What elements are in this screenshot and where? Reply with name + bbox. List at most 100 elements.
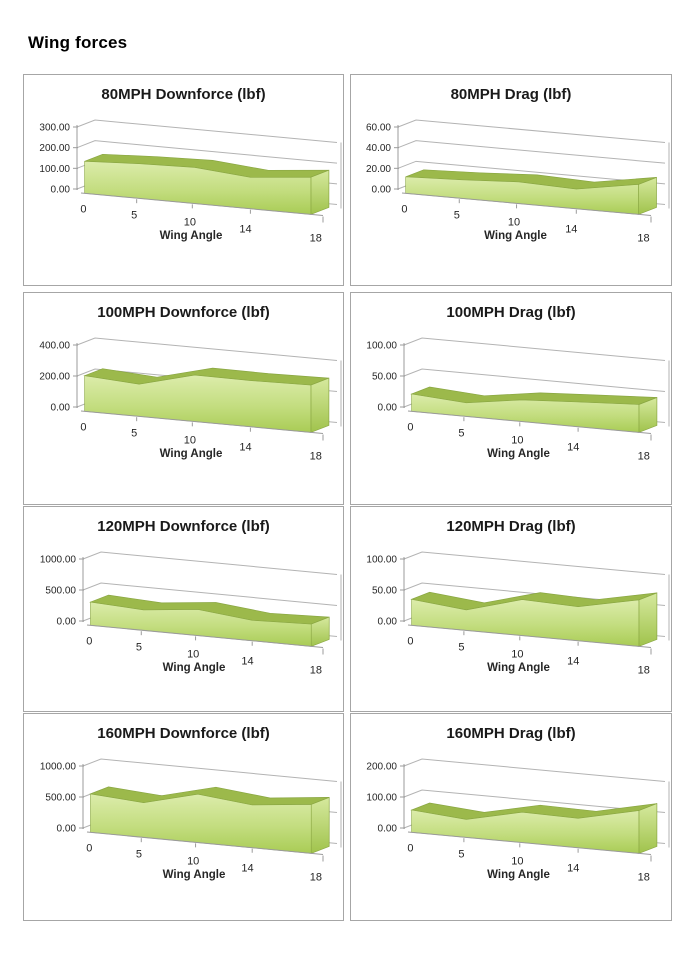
x-tick-label: 5 — [458, 849, 464, 861]
x-axis-title: Wing Angle — [487, 869, 550, 881]
x-axis-title: Wing Angle — [163, 662, 226, 674]
chart-title: 120MPH Downforce (lbf) — [97, 518, 270, 535]
x-tick-label: 18 — [638, 665, 650, 677]
area-right-cap — [310, 796, 330, 854]
x-tick-label: 0 — [80, 421, 86, 433]
y-tick-label: 200.00 — [39, 372, 70, 383]
gridline — [82, 582, 338, 606]
x-tick-label: 10 — [187, 649, 199, 661]
plot-svg: 0.00 100.00 200.00 300.00 0 5 10 14 18 Wing Angle — [39, 119, 342, 245]
x-tick-label: 0 — [86, 842, 92, 854]
gridline — [397, 119, 666, 143]
x-tick-label: 5 — [136, 849, 142, 861]
chart-cell-100mph-downforce[interactable]: 100MPH Downforce (lbf) 0.00 200.00 400.00 0 5… — [23, 292, 344, 505]
y-tick-label: 0.00 — [51, 403, 71, 414]
gridline — [403, 758, 666, 782]
x-tick-label: 0 — [86, 635, 92, 647]
x-tick-label: 10 — [187, 856, 199, 868]
y-tick-label: 60.00 — [366, 123, 391, 134]
chart-title: 120MPH Drag (lbf) — [446, 518, 576, 535]
x-tick-label: 10 — [184, 435, 196, 447]
x-tick-label: 5 — [458, 428, 464, 440]
chart-title: 100MPH Downforce (lbf) — [97, 304, 270, 321]
y-tick-label: 0.00 — [378, 617, 398, 628]
y-tick-label: 0.00 — [57, 824, 77, 835]
chart-cell-80mph-downforce[interactable]: 80MPH Downforce (lbf) 0.00 100.00 200.00 300… — [23, 74, 344, 286]
x-tick-label: 14 — [241, 863, 253, 875]
x-tick-label: 5 — [131, 210, 137, 222]
y-tick-label: 0.00 — [57, 617, 77, 628]
y-tick-label: 1000.00 — [40, 555, 77, 566]
x-tick-label: 0 — [407, 635, 413, 647]
x-tick-label: 18 — [637, 233, 649, 245]
chart-cell-120mph-drag[interactable]: 120MPH Drag (lbf) 0.00 50.00 100.00 0 5 10 14 18… — [350, 506, 672, 712]
y-tick-label: 200.00 — [366, 762, 397, 773]
x-tick-label: 18 — [638, 451, 650, 463]
x-tick-label: 10 — [511, 649, 523, 661]
gridline — [397, 160, 666, 185]
x-axis-title: Wing Angle — [160, 448, 223, 460]
y-tick-label: 300.00 — [39, 123, 70, 134]
floor-edge — [80, 410, 324, 434]
area-front-face — [84, 160, 312, 215]
x-tick-label: 14 — [239, 224, 251, 236]
x-tick-label: 5 — [136, 642, 142, 654]
x-tick-label: 5 — [458, 642, 464, 654]
chart-cell-160mph-drag[interactable]: 160MPH Drag (lbf) 0.00 100.00 200.00 0 5 10 14 1… — [350, 713, 672, 921]
x-tick-label: 10 — [508, 217, 520, 229]
x-tick-label: 14 — [567, 863, 579, 875]
chart-title: 100MPH Drag (lbf) — [446, 304, 576, 321]
x-tick-label: 0 — [407, 842, 413, 854]
plot-svg: 0.00 200.00 400.00 0 5 10 14 18 Wing Angle — [39, 337, 342, 463]
x-axis-title: Wing Angle — [160, 230, 223, 242]
chart-title: 80MPH Drag (lbf) — [450, 86, 572, 103]
chart-cell-100mph-drag[interactable]: 100MPH Drag (lbf) 0.00 50.00 100.00 0 5 10 14 18… — [350, 292, 672, 505]
plot-svg: 0.00 50.00 100.00 0 5 10 14 18 Wing Angle — [366, 551, 670, 677]
y-tick-label: 40.00 — [366, 143, 391, 154]
x-tick-label: 0 — [407, 421, 413, 433]
y-tick-label: 500.00 — [45, 586, 76, 597]
y-tick-label: 0.00 — [372, 185, 392, 196]
gridline — [397, 140, 666, 164]
area-front-face — [411, 809, 640, 854]
gridline — [403, 551, 666, 575]
plot-svg: 0.00 100.00 200.00 0 5 10 14 18 Wing Angle — [366, 758, 670, 884]
plot-svg: 0.00 500.00 1000.00 0 5 10 14 18 Wing Angle — [40, 758, 342, 884]
x-axis-title: Wing Angle — [484, 230, 547, 242]
y-tick-label: 100.00 — [39, 164, 70, 175]
y-tick-label: 100.00 — [366, 555, 397, 566]
floor-edge — [407, 624, 652, 648]
floor-edge — [401, 192, 652, 216]
x-tick-label: 14 — [565, 224, 577, 236]
plot-svg: 0.00 20.00 40.00 60.00 0 5 10 14 18 Wing Angle — [366, 119, 670, 245]
area-right-cap — [310, 169, 330, 215]
x-tick-label: 5 — [454, 210, 460, 222]
x-tick-label: 14 — [241, 656, 253, 668]
floor-edge — [407, 831, 652, 855]
y-tick-label: 500.00 — [45, 793, 76, 804]
floor-edge — [407, 410, 652, 434]
page-title: Wing forces — [28, 33, 128, 53]
x-tick-label: 0 — [401, 203, 407, 215]
floor-edge — [86, 831, 324, 855]
y-tick-label: 100.00 — [366, 793, 397, 804]
x-tick-label: 0 — [80, 203, 86, 215]
y-tick-label: 20.00 — [366, 164, 391, 175]
chart-cell-120mph-downforce[interactable]: 120MPH Downforce (lbf) 0.00 500.00 1000.00 0… — [23, 506, 344, 712]
x-tick-label: 10 — [184, 217, 196, 229]
area-front-face — [411, 598, 640, 647]
gridline — [82, 551, 338, 575]
y-tick-label: 50.00 — [372, 372, 397, 383]
chart-cell-80mph-drag[interactable]: 80MPH Drag (lbf) 0.00 20.00 40.00 60.00 0 5 10 1… — [350, 74, 672, 286]
x-tick-label: 18 — [310, 451, 322, 463]
gridline — [76, 337, 338, 361]
chart-title: 160MPH Downforce (lbf) — [97, 725, 270, 742]
area-front-face — [84, 374, 312, 433]
gridline — [403, 368, 666, 392]
area-right-cap — [638, 592, 658, 647]
gridline — [82, 758, 338, 782]
chart-cell-160mph-downforce[interactable]: 160MPH Downforce (lbf) 0.00 500.00 1000.00 0… — [23, 713, 344, 921]
x-tick-label: 18 — [310, 233, 322, 245]
y-tick-label: 1000.00 — [40, 762, 77, 773]
